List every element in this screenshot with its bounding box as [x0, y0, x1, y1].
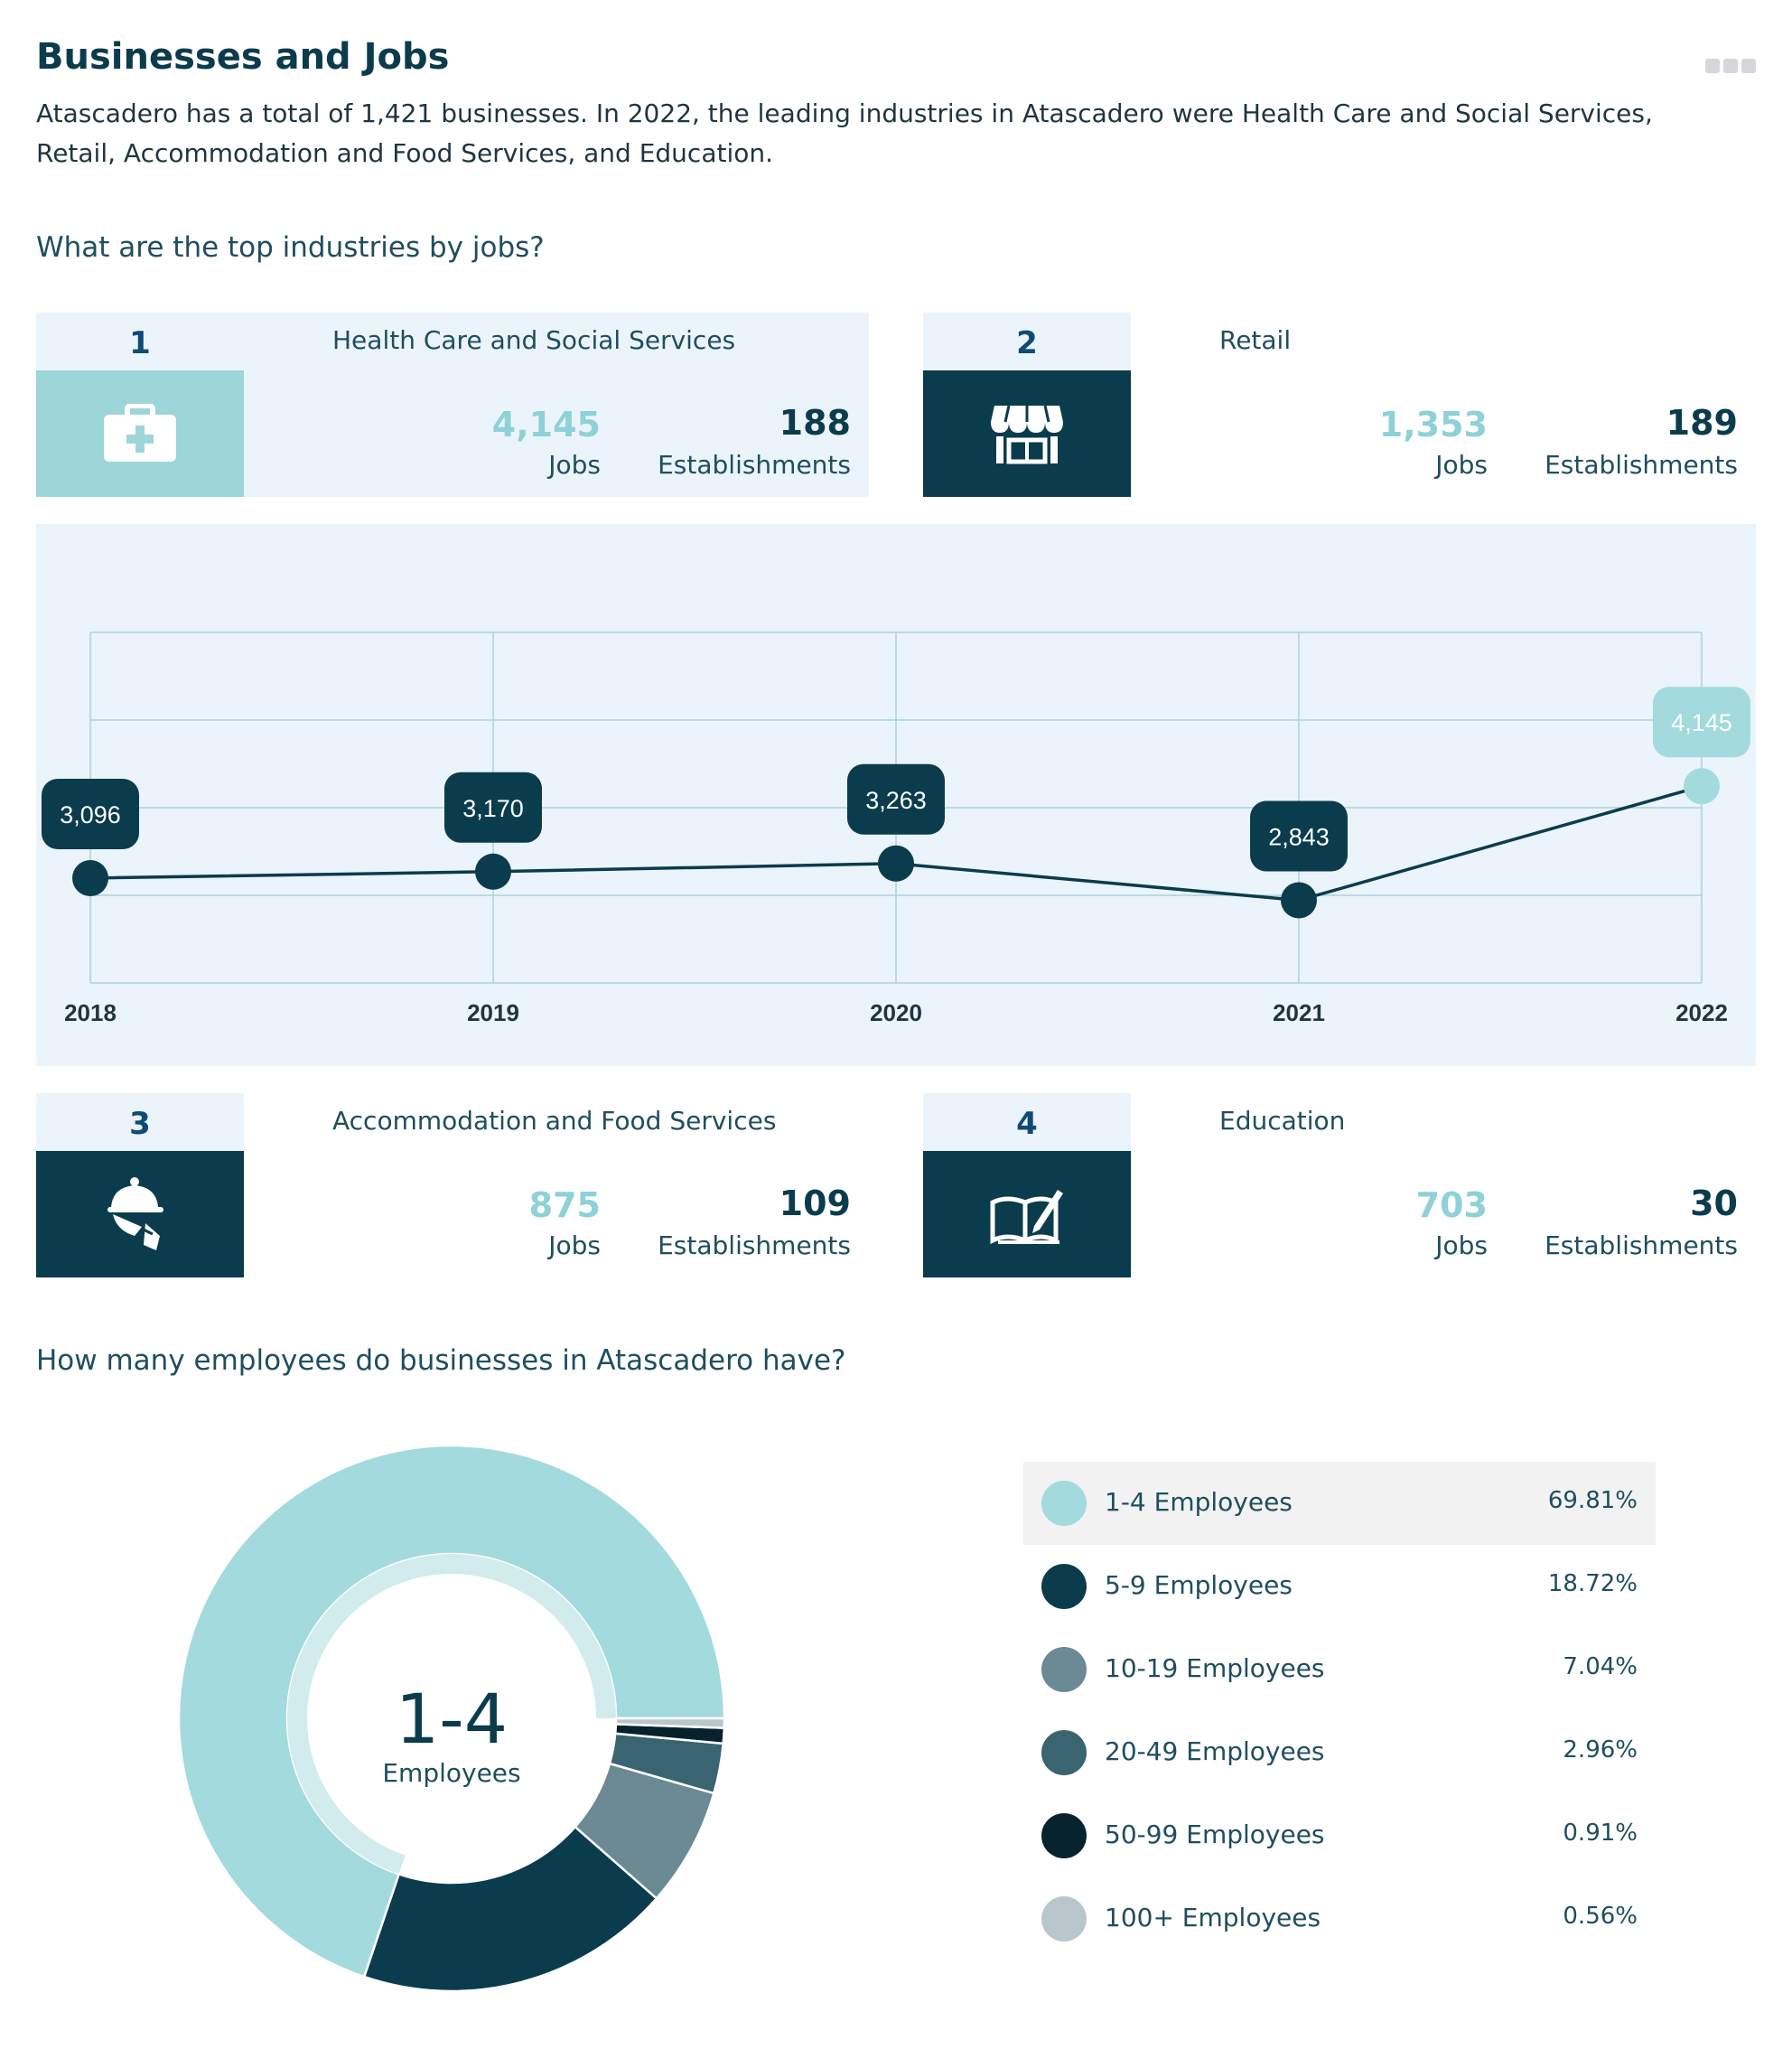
data-label-bubble [1653, 687, 1750, 758]
intro-text: Atascadero has a total of 1,421 business… [36, 98, 1653, 168]
data-label: 3,263 [865, 787, 927, 814]
data-label-bubble [1250, 800, 1348, 872]
legend-label: 100+ Employees [1105, 1903, 1321, 1932]
establishments-value: 30 [1690, 1184, 1738, 1223]
industry-rank: 1 [129, 325, 151, 361]
jobs-value: 703 [1415, 1185, 1488, 1225]
legend-swatch [1041, 1564, 1087, 1609]
donut-center-label: Employees [382, 1758, 521, 1788]
top-industries-question: What are the top industries by jobs? [36, 231, 545, 264]
data-label: 4,145 [1671, 709, 1732, 736]
industry-rank: 2 [1016, 325, 1038, 361]
legend-label: 1-4 Employees [1105, 1487, 1293, 1517]
jobs-line-chart: 2018 2019 2020 2021 2022 3,096 3,170 3,263 2,843… [42, 632, 1750, 1026]
legend-label: 10-19 Employees [1105, 1653, 1325, 1683]
industry-rank: 4 [1016, 1106, 1038, 1142]
jobs-label: Jobs [548, 1230, 601, 1260]
industry-name: Retail [1219, 325, 1292, 355]
industry-rank: 3 [129, 1106, 151, 1142]
establishments-label: Establishments [1545, 450, 1738, 480]
industry-card-3: 3 Accommodation and Food Services 875 Jo… [36, 1093, 869, 1277]
legend-item-20-49[interactable]: 20-49 Employees 2.96% [1023, 1711, 1656, 1794]
first-aid-kit-icon [36, 370, 244, 497]
open-book-pencil-icon [923, 1151, 1131, 1277]
legend-item-1-4[interactable]: 1-4 Employees 69.81% [1023, 1462, 1656, 1545]
legend-value: 18.72% [1547, 1570, 1638, 1597]
legend-swatch [1041, 1647, 1087, 1692]
legend-swatch [1041, 1730, 1087, 1775]
jobs-label: Jobs [1435, 450, 1488, 480]
x-tick-label: 2019 [467, 999, 519, 1026]
employee-size-donut [177, 1444, 726, 1993]
jobs-value: 875 [528, 1185, 601, 1225]
donut-slice[interactable] [614, 1717, 726, 1729]
establishments-value: 188 [779, 403, 851, 443]
legend-value: 7.04% [1563, 1653, 1638, 1680]
data-point[interactable] [475, 853, 511, 890]
donut-chart [177, 1444, 726, 1993]
donut-center-value: 1-4 [395, 1679, 509, 1759]
data-label-bubble [42, 778, 139, 849]
legend-item-10-19[interactable]: 10-19 Employees 7.04% [1023, 1628, 1656, 1711]
data-point[interactable] [878, 845, 914, 882]
data-point[interactable] [72, 859, 108, 896]
legend-swatch [1041, 1481, 1087, 1526]
legend-item-50-99[interactable]: 50-99 Employees 0.91% [1023, 1794, 1656, 1877]
industry-card-2: 2 Retail 1,353 Jobs 189 Establishments [923, 313, 1756, 497]
employees-question: How many employees do businesses in Atas… [36, 1344, 846, 1377]
jobs-value: 1,353 [1378, 405, 1488, 444]
jobs-label: Jobs [1435, 1230, 1488, 1260]
legend-label: 50-99 Employees [1105, 1820, 1325, 1849]
legend-value: 0.56% [1563, 1903, 1638, 1930]
legend-label: 5-9 Employees [1105, 1570, 1293, 1600]
legend-item-100-plus[interactable]: 100+ Employees 0.56% [1023, 1877, 1656, 1960]
establishments-label: Establishments [658, 450, 851, 480]
data-point[interactable] [1281, 882, 1317, 919]
data-label: 3,170 [462, 795, 524, 822]
establishments-label: Establishments [658, 1230, 851, 1260]
industry-card-4: 4 Education 703 Jobs 30 Establishments [923, 1093, 1756, 1277]
donut-slice[interactable] [362, 1825, 658, 1993]
industry-name: Health Care and Social Services [332, 325, 736, 355]
data-label-bubble [847, 763, 945, 835]
legend-item-5-9[interactable]: 5-9 Employees 18.72% [1023, 1545, 1656, 1628]
legend-value: 2.96% [1563, 1736, 1638, 1764]
legend-value: 69.81% [1547, 1487, 1638, 1514]
data-label: 2,843 [1268, 824, 1330, 851]
x-tick-label: 2022 [1675, 999, 1728, 1026]
waiter-cloche-icon [36, 1151, 244, 1277]
data-point[interactable] [1684, 768, 1720, 805]
legend-swatch [1041, 1896, 1087, 1941]
page-title: Businesses and Jobs [36, 36, 450, 78]
storefront-icon [923, 370, 1131, 497]
jobs-value: 4,145 [491, 405, 601, 444]
legend-swatch [1041, 1813, 1087, 1858]
jobs-trend-chart: 2018 2019 2020 2021 2022 3,096 3,170 3,263 2,843… [36, 524, 1756, 1066]
industry-name: Accommodation and Food Services [332, 1106, 777, 1136]
jobs-label: Jobs [548, 450, 601, 480]
industry-name: Education [1219, 1106, 1346, 1136]
x-tick-label: 2021 [1273, 999, 1325, 1026]
data-label-bubble [444, 772, 542, 843]
x-tick-label: 2020 [870, 999, 922, 1026]
industry-card-1: 1 Health Care and Social Services 4,145 … [36, 313, 869, 497]
legend-value: 0.91% [1563, 1820, 1638, 1847]
x-tick-label: 2018 [64, 999, 117, 1026]
establishments-value: 109 [779, 1184, 851, 1223]
establishments-value: 189 [1666, 403, 1738, 443]
establishments-label: Establishments [1545, 1230, 1738, 1260]
data-label: 3,096 [60, 801, 121, 828]
ellipsis-icon[interactable] [1705, 59, 1759, 77]
legend-label: 20-49 Employees [1105, 1736, 1325, 1766]
